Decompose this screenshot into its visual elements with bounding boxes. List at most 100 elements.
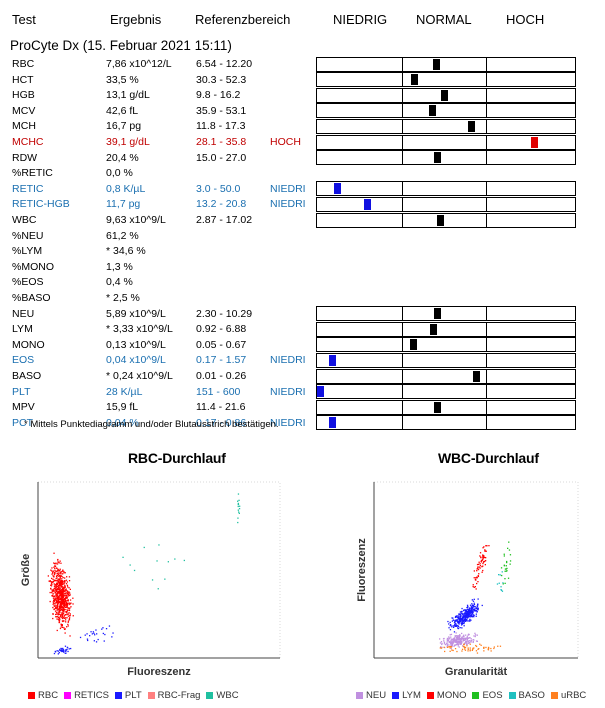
- lym-point: [456, 616, 458, 618]
- plt-point: [63, 651, 65, 653]
- plt-point: [62, 647, 64, 650]
- urbc-point: [476, 652, 479, 654]
- rbc-point: [54, 595, 56, 597]
- rbc-point: [56, 609, 58, 611]
- plt-point: [101, 628, 103, 630]
- plt-point: [65, 650, 67, 652]
- plt-point: [60, 650, 62, 652]
- rbc-point: [66, 611, 68, 613]
- range-gauge: [316, 196, 576, 212]
- mono-point: [477, 575, 479, 577]
- lym-point: [468, 608, 470, 610]
- rbc-point: [58, 562, 60, 564]
- table-row: PCT 0,04 % 0.17 - 0.86 NIEDRI: [0, 415, 605, 431]
- row-flag: NIEDRI: [270, 416, 306, 429]
- rbc-point: [61, 612, 63, 614]
- range-gauge: [316, 212, 576, 228]
- legend-entry: RBC-Frag: [147, 690, 200, 701]
- lym-point: [472, 600, 475, 602]
- wbc-point: [237, 503, 240, 505]
- rbc-point: [62, 610, 64, 612]
- mono-point: [473, 577, 475, 579]
- range-marker: [329, 417, 337, 429]
- neu-point: [468, 641, 470, 643]
- range-marker: [440, 89, 448, 101]
- rbc-point: [57, 596, 59, 598]
- neu-point: [449, 641, 451, 643]
- neu-point: [447, 639, 449, 642]
- rbc-point: [54, 591, 57, 594]
- rbc-point: [53, 601, 55, 603]
- rbc-point: [59, 608, 61, 610]
- rbc-point: [65, 608, 67, 611]
- mono-point: [484, 560, 486, 562]
- rbc-point: [69, 602, 71, 605]
- plt-point: [103, 640, 105, 642]
- rbc-point: [61, 624, 63, 626]
- rbc-point: [56, 583, 58, 585]
- rbc-point: [60, 562, 62, 564]
- lym-point: [470, 607, 472, 610]
- urbc-point: [452, 649, 454, 652]
- neu-point: [457, 645, 459, 647]
- rbc-point: [55, 586, 57, 589]
- wbc-point: [158, 544, 160, 546]
- rbc-point: [53, 598, 55, 600]
- lym-point: [456, 615, 458, 617]
- gauge-divider: [402, 135, 403, 149]
- neu-point: [457, 635, 459, 637]
- urbc-point: [497, 645, 499, 647]
- lym-point: [466, 606, 468, 609]
- rbc-point: [55, 604, 57, 606]
- row-test-name: MCH: [12, 120, 36, 133]
- urbc-point: [463, 644, 465, 646]
- neu-point: [446, 645, 448, 648]
- x-axis-label: Fluoreszenz: [127, 666, 191, 678]
- lym-point: [474, 609, 476, 612]
- rbc-point: [59, 560, 61, 562]
- lym-point: [448, 623, 450, 625]
- range-gauge: [316, 134, 576, 150]
- plot-frame: [37, 481, 281, 659]
- row-test-name: %RETIC: [12, 167, 53, 180]
- row-test-name: %BASO: [12, 292, 51, 304]
- mono-point: [482, 562, 484, 565]
- rbc-point: [67, 602, 69, 605]
- neu-point: [464, 639, 466, 641]
- rbc-point: [55, 602, 57, 604]
- table-row: %LYM * 34,6 %: [0, 243, 605, 259]
- gauge-divider: [402, 119, 403, 133]
- lym-point: [467, 609, 469, 611]
- gauge-divider: [486, 151, 487, 165]
- rbc-point: [60, 614, 62, 616]
- legend-swatch: [392, 692, 400, 699]
- row-test-name: RETIC-HGB: [12, 198, 70, 211]
- rbc-point: [58, 581, 60, 584]
- rbc-point: [61, 603, 64, 605]
- lym-point: [449, 629, 452, 631]
- rbc-point: [57, 588, 59, 590]
- row-result: * 0,24 x10^9/L: [106, 370, 173, 382]
- neu-point: [469, 637, 471, 639]
- neu-point: [443, 637, 445, 640]
- mono-point: [485, 550, 487, 552]
- plt-point: [68, 648, 70, 650]
- rbc-point: [58, 588, 60, 590]
- neu-point: [454, 635, 456, 637]
- rbc-point: [58, 579, 61, 581]
- row-result: 0,4 %: [106, 276, 133, 289]
- range-marker: [334, 183, 342, 195]
- neu-point: [455, 644, 457, 646]
- rbc-point: [62, 589, 64, 592]
- gauge-divider: [402, 416, 403, 430]
- rbc-point: [72, 597, 74, 599]
- wbc-point: [143, 546, 145, 549]
- range-marker: [434, 308, 442, 320]
- table-row: %BASO * 2,5 %: [0, 290, 605, 306]
- rbc-point: [55, 596, 57, 598]
- mono-point: [480, 557, 482, 559]
- neu-point: [467, 633, 470, 635]
- legend-label: LYM: [402, 690, 421, 701]
- table-row: MCHC 39,1 g/dL 28.1 - 35.8 HOCH: [0, 134, 605, 150]
- lym-point: [475, 615, 477, 617]
